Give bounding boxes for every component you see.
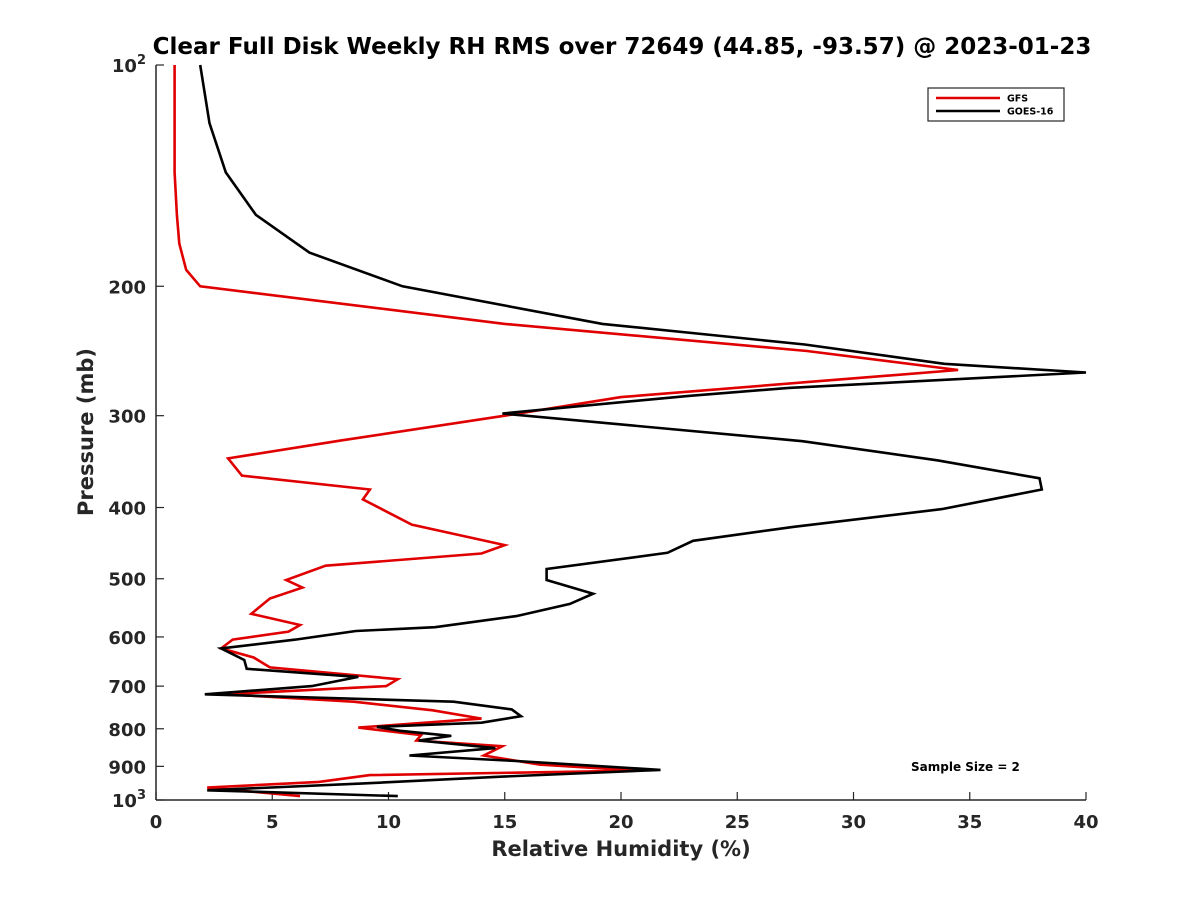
legend-label: GFS [1007, 94, 1028, 105]
series-lines [173, 64, 1087, 798]
y-tick-label: 102 [112, 53, 146, 77]
series-line-goes-16 [198, 64, 1087, 798]
y-tick-label: 300 [108, 407, 146, 428]
x-tick-label: 0 [150, 812, 163, 833]
y-tick-exponent: 2 [137, 53, 146, 68]
y-tick-label: 600 [108, 628, 146, 649]
y-tick-label: 800 [108, 720, 146, 741]
x-tick-label: 40 [1073, 812, 1098, 833]
chart-title: Clear Full Disk Weekly RH RMS over 72649… [153, 34, 1092, 60]
x-tick-label: 10 [376, 812, 401, 833]
x-axis-ticks: 0 5 10 15 20 25 30 35 40 [150, 792, 1099, 833]
y-tick-label: 500 [108, 570, 146, 591]
x-tick-label: 25 [725, 812, 750, 833]
y-tick-label: 700 [108, 677, 146, 698]
legend: GFS GOES-16 [927, 87, 1065, 122]
y-tick-exponent: 3 [137, 788, 146, 803]
x-axis-label: Relative Humidity (%) [491, 837, 750, 861]
x-tick-label: 30 [841, 812, 866, 833]
y-tick-label: 200 [108, 277, 146, 298]
x-tick-label: 35 [957, 812, 982, 833]
x-tick-label: 5 [266, 812, 279, 833]
y-tick-base: 10 [112, 56, 137, 77]
y-tick-label: 900 [108, 757, 146, 778]
legend-box [927, 87, 1065, 122]
x-tick-label: 15 [492, 812, 517, 833]
series-line-gfs [173, 65, 959, 798]
x-tick-label: 20 [608, 812, 633, 833]
y-tick-label: 103 [112, 788, 146, 812]
legend-label: GOES-16 [1007, 107, 1054, 118]
y-tick-base: 10 [112, 791, 137, 812]
sample-size-annotation: Sample Size = 2 [911, 760, 1020, 774]
y-tick-label: 400 [108, 499, 146, 520]
y-axis-label: Pressure (mb) [74, 348, 98, 516]
